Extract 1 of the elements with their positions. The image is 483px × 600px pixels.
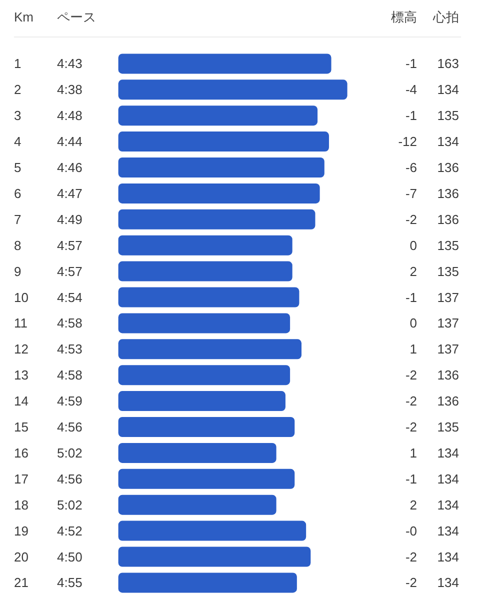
- ylabel: Km: [14, 10, 34, 24]
